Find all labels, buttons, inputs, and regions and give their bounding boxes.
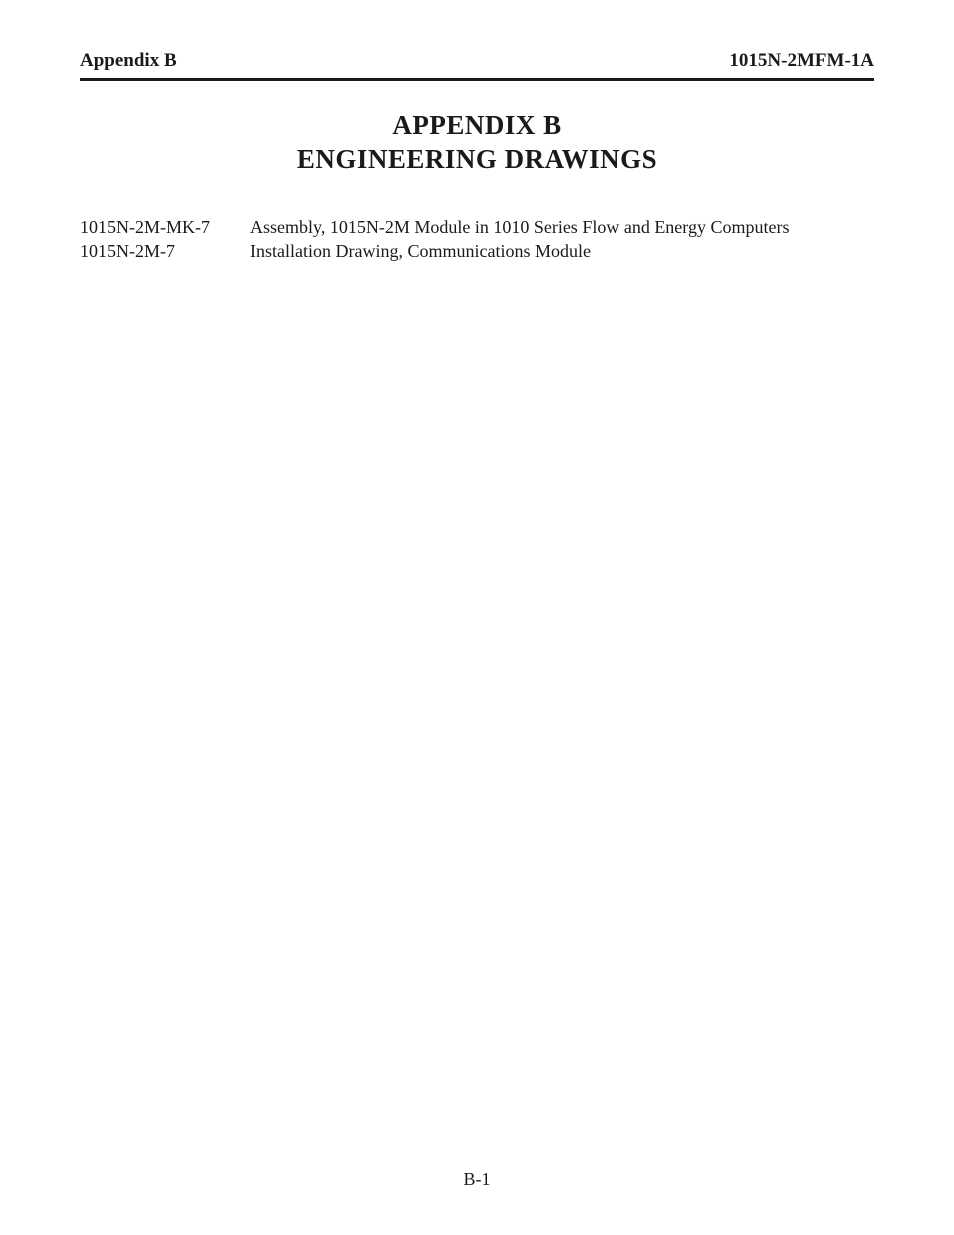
header-left: Appendix B (80, 50, 177, 72)
drawing-entries: 1015N-2M-MK-7 Assembly, 1015N-2M Module … (80, 215, 874, 264)
page-header: Appendix B 1015N-2MFM-1A (80, 50, 874, 81)
page-title: APPENDIX B ENGINEERING DRAWINGS (80, 109, 874, 177)
header-right: 1015N-2MFM-1A (729, 50, 874, 72)
title-line-1: APPENDIX B (80, 109, 874, 143)
page-number: B-1 (0, 1169, 954, 1190)
entry-code: 1015N-2M-7 (80, 239, 250, 263)
entry-description: Assembly, 1015N-2M Module in 1010 Series… (250, 215, 874, 239)
entry-row: 1015N-2M-MK-7 Assembly, 1015N-2M Module … (80, 215, 874, 239)
title-line-2: ENGINEERING DRAWINGS (80, 143, 874, 177)
entry-code: 1015N-2M-MK-7 (80, 215, 250, 239)
entry-description: Installation Drawing, Communications Mod… (250, 239, 874, 263)
entry-row: 1015N-2M-7 Installation Drawing, Communi… (80, 239, 874, 263)
